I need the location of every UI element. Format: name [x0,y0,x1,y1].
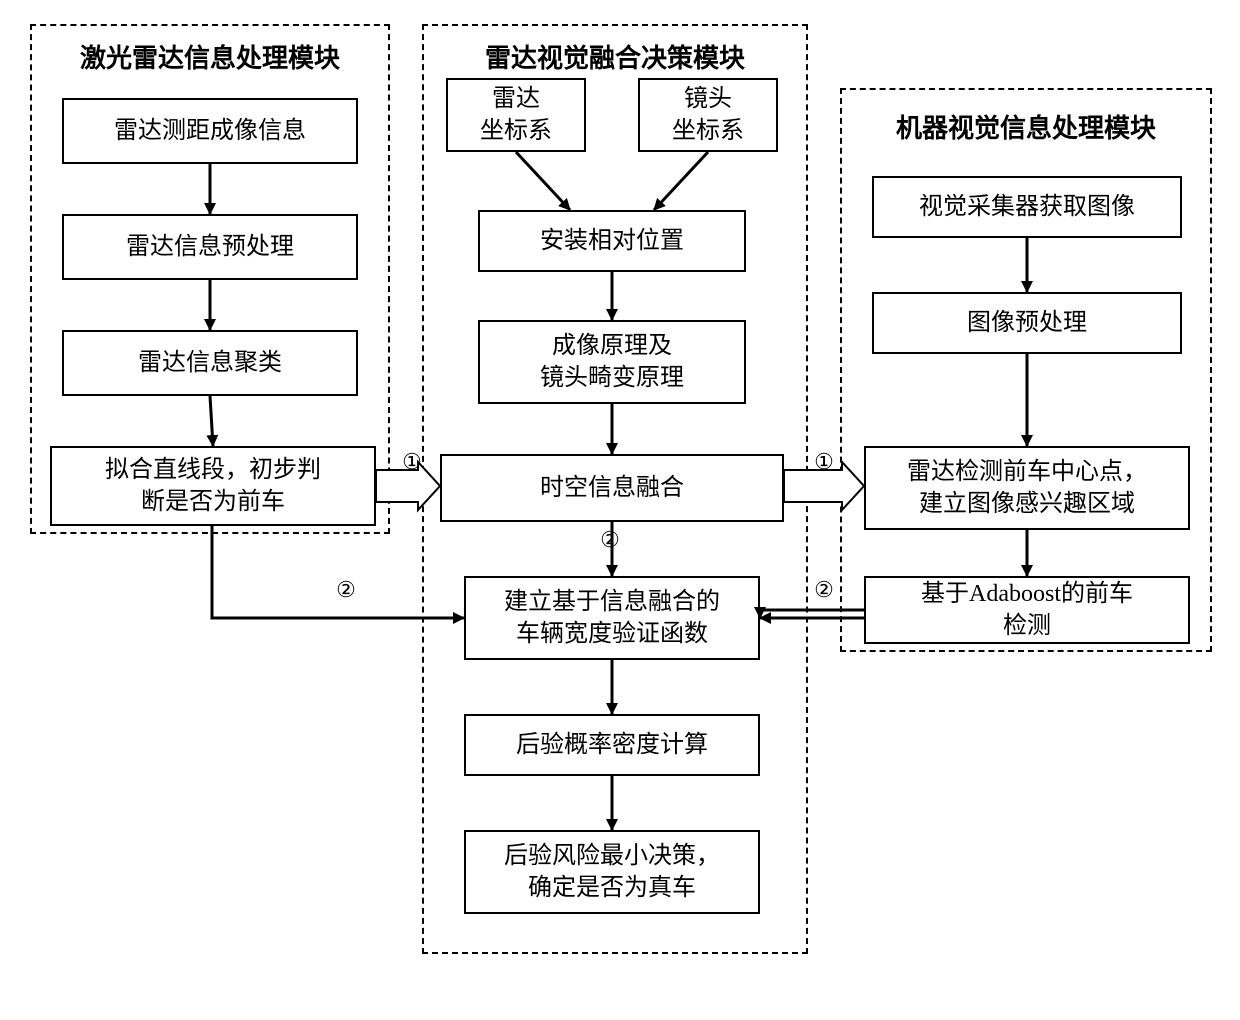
circle-label-2: ① [808,446,840,478]
node-radar-coord: 雷达坐标系 [446,78,586,152]
node-spacetime-fusion: 时空信息融合 [440,454,784,522]
module-right-title: 机器视觉信息处理模块 [842,108,1210,145]
node-roi-establish: 雷达检测前车中心点，建立图像感兴趣区域 [864,446,1190,530]
circle-label-1: ① [396,446,428,478]
node-install-relative-pos: 安装相对位置 [478,210,746,272]
circle-label-3: ② [594,524,626,556]
node-image-preprocess: 图像预处理 [872,292,1182,354]
node-final-decision: 后验风险最小决策，确定是否为真车 [464,830,760,914]
circle-label-4: ② [330,574,362,606]
circle-label-5: ② [808,574,840,606]
node-radar-ranging-imaging: 雷达测距成像信息 [62,98,358,164]
node-vision-acquire: 视觉采集器获取图像 [872,176,1182,238]
node-posterior-density: 后验概率密度计算 [464,714,760,776]
node-imaging-distortion: 成像原理及镜头畸变原理 [478,320,746,404]
node-radar-preprocess: 雷达信息预处理 [62,214,358,280]
module-left-title: 激光雷达信息处理模块 [32,38,388,75]
node-width-verify-func: 建立基于信息融合的车辆宽度验证函数 [464,576,760,660]
node-adaboost-detect: 基于Adaboost的前车检测 [864,576,1190,644]
module-center-title: 雷达视觉融合决策模块 [424,38,806,75]
node-fit-line-judge: 拟合直线段，初步判断是否为前车 [50,446,376,526]
module-right: 机器视觉信息处理模块 [840,88,1212,652]
node-radar-clustering: 雷达信息聚类 [62,330,358,396]
node-lens-coord: 镜头坐标系 [638,78,778,152]
